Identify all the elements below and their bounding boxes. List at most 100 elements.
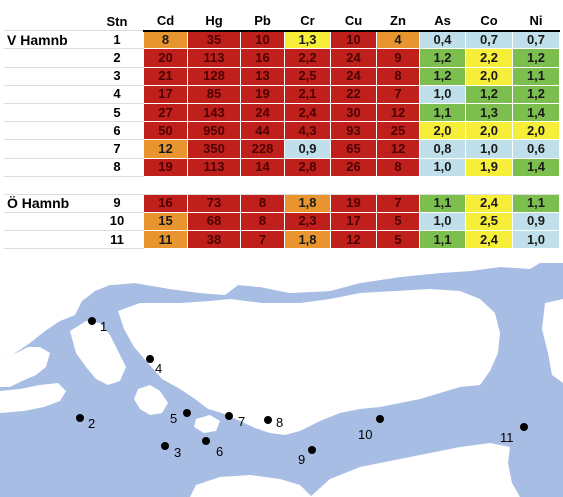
spacer-cell — [143, 175, 188, 195]
value-cell: 1,1 — [419, 193, 466, 213]
value-cell: 1,3 — [465, 102, 513, 123]
table-row: 6 50 950 44 4,3 93 25 2,0 2,0 2,0 — [4, 121, 560, 141]
value-cell: 2,0 — [512, 121, 560, 141]
spacer-cell — [284, 175, 331, 195]
table-row: 2 20 113 16 2,2 24 9 1,2 2,2 1,2 — [4, 48, 560, 68]
station-marker — [225, 412, 233, 420]
spacer-cell — [90, 175, 144, 195]
harbour-label — [4, 66, 91, 86]
value-cell: 2,5 — [284, 66, 331, 86]
header-cell: Ni — [512, 11, 560, 32]
station-marker — [161, 442, 169, 450]
value-cell: 1,1 — [512, 66, 560, 86]
header-cell: Pb — [240, 11, 285, 32]
value-cell: 5 — [376, 230, 420, 250]
value-cell: 8 — [143, 30, 188, 50]
harbour-label — [4, 102, 91, 123]
station-label: 9 — [298, 452, 305, 467]
value-cell: 128 — [187, 66, 241, 86]
value-cell: 25 — [376, 121, 420, 141]
station-marker — [520, 423, 528, 431]
value-cell: 24 — [330, 48, 377, 68]
table-row: 7 12 350 228 0,9 65 12 0,8 1,0 0,6 — [4, 139, 560, 159]
station-label: 6 — [216, 444, 223, 459]
value-cell: 1,8 — [284, 230, 331, 250]
value-cell: 17 — [143, 84, 188, 104]
value-cell: 93 — [330, 121, 377, 141]
land-west — [0, 347, 50, 387]
value-cell: 7 — [376, 84, 420, 104]
spacer-cell — [4, 175, 91, 195]
value-cell: 1,4 — [512, 102, 560, 123]
concentration-table: Stn Cd Hg Pb Cr Cu Zn As Co Ni V Hamnb 1 8… — [4, 11, 560, 250]
value-cell: 1,0 — [465, 139, 513, 159]
value-cell: 50 — [143, 121, 188, 141]
value-cell: 24 — [240, 102, 285, 123]
station-marker — [88, 317, 96, 325]
value-cell: 2,4 — [465, 230, 513, 250]
station-marker — [183, 409, 191, 417]
value-cell: 22 — [330, 84, 377, 104]
value-cell: 2,0 — [465, 66, 513, 86]
value-cell: 11 — [143, 230, 188, 250]
value-cell: 8 — [376, 157, 420, 177]
spacer-row — [4, 175, 560, 195]
station-cell: 7 — [90, 139, 144, 159]
value-cell: 2,4 — [465, 193, 513, 213]
value-cell: 2,2 — [465, 48, 513, 68]
value-cell: 1,9 — [465, 157, 513, 177]
value-cell: 2,2 — [284, 48, 331, 68]
station-cell: 1 — [90, 30, 144, 50]
spacer-cell — [376, 175, 420, 195]
value-cell: 1,2 — [512, 84, 560, 104]
spacer-cell — [330, 175, 377, 195]
table-row: Ö Hamnb 9 16 73 8 1,8 19 7 1,1 2,4 1,1 — [4, 193, 560, 213]
value-cell: 73 — [187, 193, 241, 213]
station-label: 11 — [500, 430, 514, 445]
value-cell: 1,8 — [284, 193, 331, 213]
station-marker — [202, 437, 210, 445]
value-cell: 0,7 — [465, 30, 513, 50]
header-cell: Cr — [284, 11, 331, 32]
harbour-label: Ö Hamnb — [4, 193, 91, 213]
header-cell: Cu — [330, 11, 377, 32]
value-cell: 1,2 — [419, 48, 466, 68]
station-marker — [76, 414, 84, 422]
value-cell: 12 — [376, 139, 420, 159]
spacer-cell — [419, 175, 466, 195]
island-land — [118, 289, 500, 435]
value-cell: 1,1 — [419, 230, 466, 250]
value-cell: 13 — [240, 66, 285, 86]
value-cell: 1,0 — [419, 211, 466, 232]
harbour-label — [4, 139, 91, 159]
value-cell: 8 — [240, 193, 285, 213]
station-label: 1 — [100, 319, 107, 334]
value-cell: 19 — [143, 157, 188, 177]
value-cell: 1,2 — [465, 84, 513, 104]
harbour-label: V Hamnb — [4, 30, 91, 50]
header-cell: Co — [465, 11, 513, 32]
value-cell: 0,4 — [419, 30, 466, 50]
harbour-label — [4, 230, 91, 250]
table-row: V Hamnb 1 8 35 10 1,3 10 4 0,4 0,7 0,7 — [4, 30, 560, 50]
station-cell: 2 — [90, 48, 144, 68]
header-cell: Zn — [376, 11, 420, 32]
value-cell: 27 — [143, 102, 188, 123]
value-cell: 17 — [330, 211, 377, 232]
station-label: 8 — [276, 415, 283, 430]
value-cell: 4 — [376, 30, 420, 50]
value-cell: 950 — [187, 121, 241, 141]
value-cell: 38 — [187, 230, 241, 250]
value-cell: 35 — [187, 30, 241, 50]
table-row: 11 11 38 7 1,8 12 5 1,1 2,4 1,0 — [4, 230, 560, 250]
value-cell: 2,0 — [465, 121, 513, 141]
table-row: 4 17 85 19 2,1 22 7 1,0 1,2 1,2 — [4, 84, 560, 104]
value-cell: 1,3 — [284, 30, 331, 50]
value-cell: 16 — [240, 48, 285, 68]
station-cell: 4 — [90, 84, 144, 104]
harbour-label — [4, 121, 91, 141]
value-cell: 1,0 — [419, 157, 466, 177]
value-cell: 5 — [376, 211, 420, 232]
land-west-lower — [0, 383, 66, 413]
value-cell: 14 — [240, 157, 285, 177]
